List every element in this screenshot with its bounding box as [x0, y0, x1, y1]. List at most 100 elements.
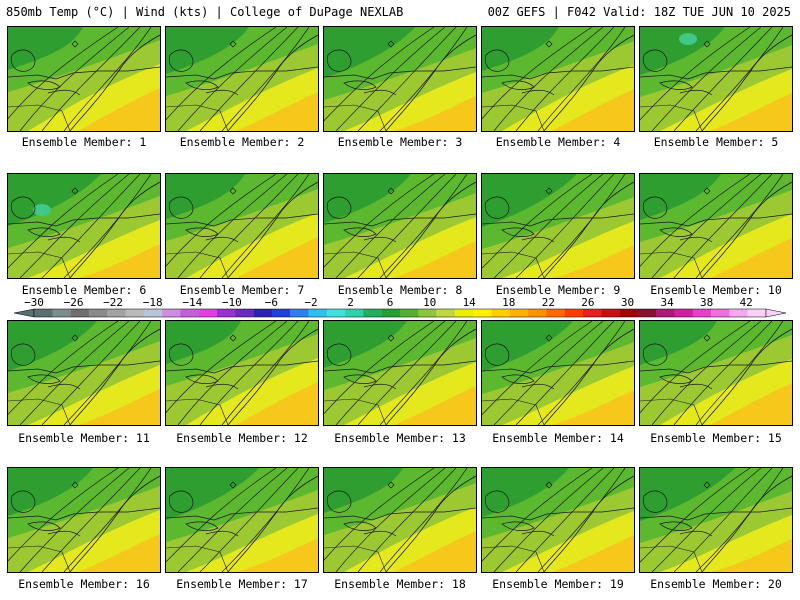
colorbar-segment: [747, 309, 767, 317]
ensemble-member-map: [639, 173, 793, 279]
ensemble-member-label: Ensemble Member: 16: [18, 577, 150, 591]
colorbar-segment: [711, 309, 730, 317]
temperature-field-map: [166, 468, 318, 572]
temperature-field-map: [166, 321, 318, 425]
colorbar-segment: [418, 309, 437, 317]
ensemble-member-label: Ensemble Member: 15: [650, 431, 782, 445]
colorbar-segment: [601, 309, 620, 317]
ensemble-member-map: [165, 320, 319, 426]
ensemble-member-map: [323, 26, 477, 132]
ensemble-member-map: [165, 26, 319, 132]
colorbar-segment: [564, 309, 584, 317]
colorbar-tick-label: −22: [103, 296, 123, 309]
temperature-field-map: [8, 27, 160, 131]
colorbar-segment: [436, 309, 456, 317]
colorbar-tick-label: −30: [24, 296, 44, 309]
colorbar-segment: [34, 309, 53, 317]
ensemble-member-label: Ensemble Member: 10: [650, 283, 782, 297]
ensemble-member-label: Ensemble Member: 20: [650, 577, 782, 591]
header-title-left: 850mb Temp (°C) | Wind (kts) | College o…: [6, 5, 404, 19]
ensemble-member-label: Ensemble Member: 4: [495, 135, 621, 149]
temperature-field-map: [640, 27, 792, 131]
colorbar-segment: [217, 309, 236, 317]
ensemble-member-label: Ensemble Member: 9: [495, 283, 621, 297]
ensemble-member-label: Ensemble Member: 18: [334, 577, 466, 591]
colorbar-segment: [454, 309, 474, 317]
ensemble-member-map: [639, 26, 793, 132]
ensemble-member-label: Ensemble Member: 12: [176, 431, 308, 445]
colorbar-segment: [253, 309, 273, 317]
ensemble-member-label: Ensemble Member: 7: [179, 283, 305, 297]
ensemble-member-map: [323, 173, 477, 279]
temperature-field-map: [324, 27, 476, 131]
ensemble-member-map: [639, 320, 793, 426]
colorbar-segment: [180, 309, 199, 317]
ensemble-member-map: [323, 467, 477, 573]
colorbar-segment: [583, 309, 602, 317]
colorbar-tick-label: −18: [143, 296, 163, 309]
colorbar-tick-label: 6: [387, 296, 394, 309]
colorbar-segment: [107, 309, 126, 317]
temperature-field-map: [640, 174, 792, 278]
colorbar-tick-label: 22: [542, 296, 555, 309]
header-title-right: 00Z GEFS | F042 Valid: 18Z TUE JUN 10 20…: [487, 5, 791, 19]
temperature-field-map: [482, 321, 634, 425]
colorbar-tick-label: −6: [265, 296, 278, 309]
colorbar-segment: [271, 309, 291, 317]
temperature-field-map: [324, 468, 476, 572]
colorbar-tick-label: 18: [502, 296, 515, 309]
colorbar-segment: [528, 309, 547, 317]
temperature-field-map: [166, 27, 318, 131]
ensemble-member-map: [165, 467, 319, 573]
colorbar-tick-label: −14: [182, 296, 202, 309]
colorbar-tick-label: 26: [581, 296, 594, 309]
colorbar-segment: [656, 309, 675, 317]
ensemble-member-map: [165, 173, 319, 279]
colorbar-segment: [198, 309, 218, 317]
ensemble-member-label: Ensemble Member: 6: [21, 283, 147, 297]
temperature-colorbar: −30 −26 −22 −18 −14 −10 −6 −2 2 6 10 14 18 22 26 30 34 38…: [13, 296, 787, 318]
colorbar-segment: [70, 309, 90, 317]
ensemble-member-map: [7, 173, 161, 279]
colorbar-tick-label: 34: [660, 296, 674, 309]
ensemble-member-map: [481, 320, 635, 426]
ensemble-member-map: [7, 320, 161, 426]
colorbar-segment: [308, 309, 327, 317]
ensemble-member-label: Ensemble Member: 3: [337, 135, 463, 149]
temperature-field-map: [482, 468, 634, 572]
colorbar-segment: [619, 309, 639, 317]
ensemble-member-label: Ensemble Member: 13: [334, 431, 466, 445]
ensemble-member-map: [481, 26, 635, 132]
colorbar-tick-label: 38: [700, 296, 713, 309]
temperature-field-map: [640, 321, 792, 425]
temperature-field-map: [482, 27, 634, 131]
colorbar-tick-label: 10: [423, 296, 436, 309]
colorbar-tick-label: −26: [64, 296, 84, 309]
colorbar-tick-label: 30: [621, 296, 634, 309]
ensemble-member-label: Ensemble Member: 1: [21, 135, 147, 149]
colorbar-segment: [400, 309, 419, 317]
temperature-field-map: [640, 468, 792, 572]
colorbar-segment: [674, 309, 693, 317]
colorbar-segment: [290, 309, 309, 317]
ensemble-member-label: Ensemble Member: 11: [18, 431, 150, 445]
colorbar-tick-label: 42: [740, 296, 753, 309]
colorbar-segment: [473, 309, 492, 317]
temperature-field-map: [324, 321, 476, 425]
colorbar-segment: [52, 309, 71, 317]
temperature-field-map: [8, 468, 160, 572]
colorbar-left-arrow: [13, 308, 35, 318]
colorbar-tick-label: −2: [304, 296, 317, 309]
ensemble-member-label: Ensemble Member: 17: [176, 577, 308, 591]
colorbar-right-arrow: [765, 308, 787, 318]
colorbar-tick-label: −10: [222, 296, 242, 309]
temperature-field-map: [324, 174, 476, 278]
colorbar-segment: [143, 309, 163, 317]
colorbar-segment: [125, 309, 144, 317]
colorbar-segment: [491, 309, 510, 317]
colorbar-segment: [692, 309, 712, 317]
colorbar-segment: [381, 309, 401, 317]
ensemble-member-label: Ensemble Member: 14: [492, 431, 624, 445]
ensemble-member-label: Ensemble Member: 8: [337, 283, 463, 297]
colorbar-tick-label: 2: [347, 296, 354, 309]
